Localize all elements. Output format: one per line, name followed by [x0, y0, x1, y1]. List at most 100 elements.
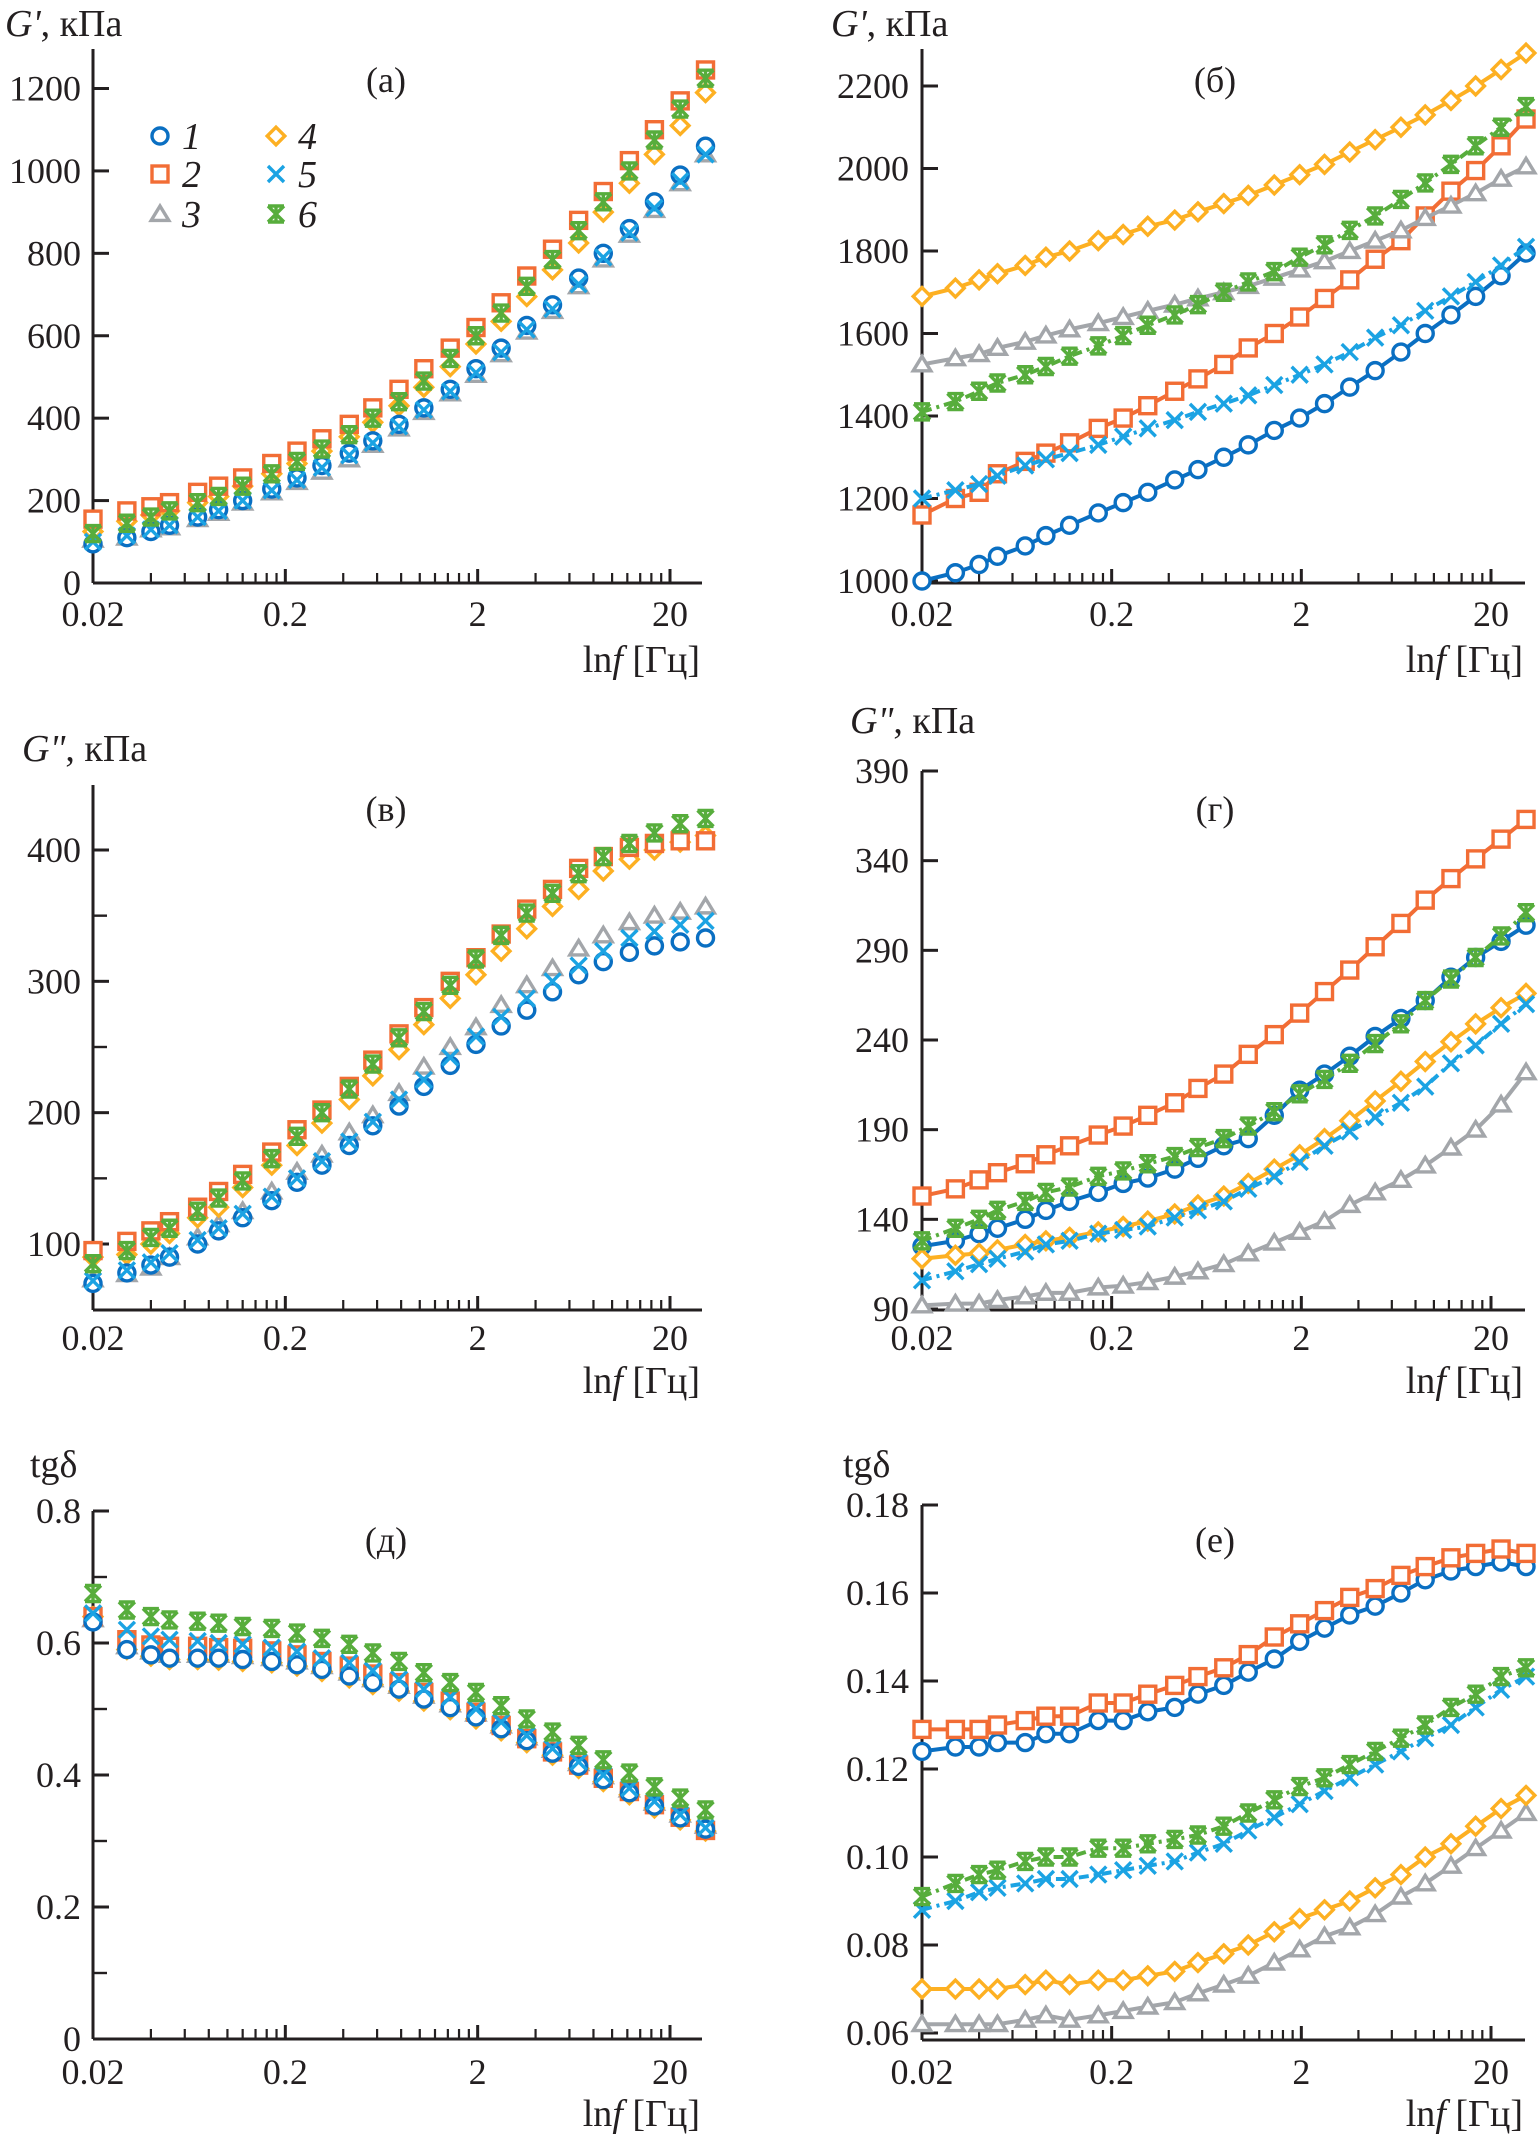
data-point: [233, 1635, 252, 1654]
data-point: [339, 1666, 359, 1686]
data-point: [1089, 1166, 1108, 1186]
data-point: [569, 220, 588, 241]
data-point: [1111, 305, 1136, 326]
data-point: [645, 130, 664, 150]
data-point: [287, 470, 307, 490]
data-point: [83, 1583, 103, 1604]
data-point: [695, 831, 716, 851]
legend-item-1: 1: [150, 116, 201, 158]
data-point: [969, 1882, 989, 1902]
series-1: [83, 1612, 716, 1839]
series-3: [910, 1061, 1538, 1314]
data-point: [440, 1697, 460, 1718]
data-point: [1514, 1061, 1538, 1081]
data-point: [1186, 200, 1210, 224]
data-point: [1491, 117, 1511, 137]
data-point: [593, 951, 614, 972]
data-point: [1340, 1605, 1360, 1625]
data-point: [1365, 328, 1385, 347]
data-point: [1136, 1964, 1159, 1988]
y-tick-label: 200: [27, 1093, 81, 1133]
data-point: [1188, 1684, 1208, 1704]
data-point: [987, 546, 1008, 566]
data-point: [287, 451, 307, 472]
data-point: [1239, 272, 1258, 292]
series-5: [912, 994, 1536, 1290]
x-tick-label: 2: [469, 594, 487, 634]
x-tick-label: 20: [652, 1318, 688, 1358]
data-point: [1059, 1724, 1080, 1744]
data-point: [414, 400, 434, 420]
data-point: [517, 1730, 537, 1751]
data-point: [1391, 1014, 1411, 1034]
data-point: [340, 446, 359, 465]
data-point: [208, 1221, 229, 1241]
series-6: [83, 68, 715, 544]
y-tick-label: 1800: [837, 231, 909, 271]
data-point: [1441, 1697, 1461, 1718]
series-2: [83, 1606, 716, 1841]
data-point: [1289, 1631, 1310, 1652]
data-point: [517, 1000, 537, 1020]
data-point: [912, 1271, 932, 1290]
series-line: [921, 1665, 1527, 1899]
x-tick-label: 0.2: [263, 1318, 308, 1358]
data-point: [988, 1249, 1007, 1268]
data-point: [645, 198, 664, 218]
data-point: [910, 1247, 934, 1270]
data-point: [1413, 1872, 1438, 1892]
data-point: [969, 1864, 989, 1885]
x-tick-label: 2: [469, 1318, 487, 1358]
data-point: [542, 295, 563, 315]
data-point: [912, 1741, 932, 1762]
data-point: [1186, 1193, 1210, 1217]
data-point: [233, 1171, 252, 1191]
data-point: [1138, 395, 1158, 416]
x-tick-label: 2: [469, 2052, 487, 2092]
data-point: [441, 1048, 460, 1067]
data-point: [1214, 1128, 1233, 1149]
data-point: [1089, 336, 1108, 356]
data-point: [644, 936, 665, 956]
data-point: [1238, 338, 1258, 358]
y-tick-label: 0.14: [846, 1661, 909, 1701]
data-point: [1188, 459, 1208, 480]
data-point: [540, 956, 565, 977]
x-axis-label-part: ln: [583, 2093, 613, 2135]
x-tick-label: 0.02: [62, 594, 125, 634]
data-point: [1463, 1118, 1488, 1138]
data-point: [1363, 1876, 1387, 1900]
data-point: [670, 1808, 690, 1828]
data-point: [696, 145, 715, 164]
data-point: [1188, 1843, 1208, 1862]
data-point: [1165, 1675, 1185, 1696]
data-point: [1465, 286, 1486, 307]
data-point: [566, 937, 591, 957]
data-point: [1089, 1224, 1108, 1243]
y-axis-label-symbol: G": [850, 700, 894, 742]
data-point: [1516, 96, 1536, 117]
data-point: [1340, 270, 1360, 290]
data-point: [1088, 1125, 1108, 1145]
x-tick-label: 0.2: [1089, 2052, 1134, 2092]
panel-v: 0.02 0.2 2 20 100 200 300 400 G", кПа lnf [Гц] (в): [22, 728, 718, 1402]
data-point: [287, 1623, 307, 1643]
data-point: [543, 1739, 562, 1758]
data-point: [1337, 1193, 1362, 1214]
data-point: [1365, 1033, 1385, 1054]
data-point: [1088, 1693, 1108, 1713]
data-point: [117, 513, 137, 533]
data-point: [1188, 1201, 1208, 1220]
data-point: [1060, 443, 1079, 463]
data-point: [1089, 1838, 1108, 1858]
data-point: [1290, 1152, 1309, 1172]
data-point: [83, 1271, 103, 1290]
data-point: [1464, 74, 1487, 98]
data-point: [1391, 316, 1411, 335]
data-point: [1465, 160, 1486, 181]
data-point: [1034, 245, 1058, 269]
y-tick-label: 0.12: [846, 1749, 909, 1789]
data-point: [1264, 1649, 1284, 1669]
data-point: [969, 1737, 989, 1757]
data-point: [312, 458, 332, 477]
